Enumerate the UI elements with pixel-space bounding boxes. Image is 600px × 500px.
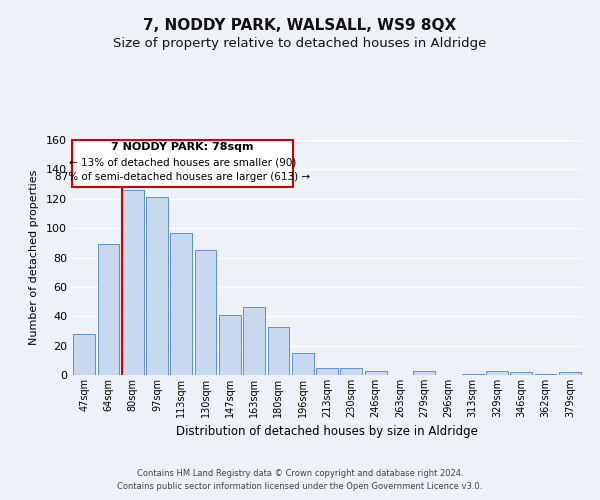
Bar [511, 372, 532, 375]
Text: Contains public sector information licensed under the Open Government Licence v3: Contains public sector information licen… [118, 482, 482, 491]
Text: 7 NODDY PARK: 78sqm: 7 NODDY PARK: 78sqm [111, 142, 254, 152]
Bar [559, 372, 581, 375]
Bar [535, 374, 556, 375]
X-axis label: Distribution of detached houses by size in Aldridge: Distribution of detached houses by size … [176, 426, 478, 438]
Bar [146, 198, 168, 375]
Text: Size of property relative to detached houses in Aldridge: Size of property relative to detached ho… [113, 38, 487, 51]
Bar [73, 334, 95, 375]
Bar [316, 368, 338, 375]
Bar [97, 244, 119, 375]
Bar [413, 370, 435, 375]
Bar [122, 190, 143, 375]
Bar [170, 232, 192, 375]
Text: 87% of semi-detached houses are larger (613) →: 87% of semi-detached houses are larger (… [55, 172, 310, 181]
Bar [243, 308, 265, 375]
Text: ← 13% of detached houses are smaller (90): ← 13% of detached houses are smaller (90… [69, 158, 296, 168]
Bar [340, 368, 362, 375]
Bar [219, 315, 241, 375]
Bar [292, 353, 314, 375]
Y-axis label: Number of detached properties: Number of detached properties [29, 170, 39, 345]
Text: 7, NODDY PARK, WALSALL, WS9 8QX: 7, NODDY PARK, WALSALL, WS9 8QX [143, 18, 457, 32]
Bar [268, 326, 289, 375]
Bar [194, 250, 217, 375]
Text: Contains HM Land Registry data © Crown copyright and database right 2024.: Contains HM Land Registry data © Crown c… [137, 468, 463, 477]
Bar [462, 374, 484, 375]
Bar [486, 370, 508, 375]
Bar [365, 370, 386, 375]
